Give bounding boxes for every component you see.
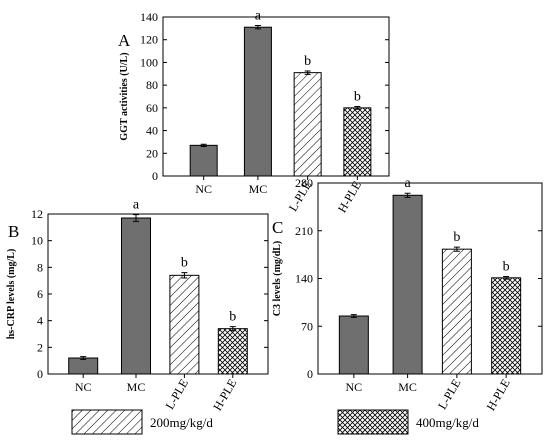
y-tick-label: 60: [146, 101, 158, 115]
bar-l-ple: [441, 248, 472, 375]
y-tick-label: 0: [307, 367, 313, 381]
y-tick-label: 8: [37, 260, 43, 274]
bar-nc: [189, 144, 218, 177]
x-tick-label: L-PLE: [163, 377, 191, 412]
y-tick-label: 6: [37, 287, 43, 301]
y-tick-label: 40: [146, 124, 158, 138]
significance-label: b: [354, 89, 361, 104]
bar-h-ple: [217, 328, 248, 375]
y-tick-label: 140: [140, 10, 158, 24]
y-tick-label: 12: [31, 207, 43, 221]
error-bar: [503, 275, 510, 280]
plot-frame: [162, 16, 390, 177]
bar-nc: [68, 357, 99, 375]
y-axis-label: GGT activities (U/L): [119, 52, 130, 140]
significance-label: b: [181, 256, 188, 271]
y-tick-label: 10: [31, 234, 43, 248]
error-bar: [453, 246, 460, 252]
y-tick-label: 280: [295, 176, 313, 190]
legend-swatch-low-dose: [71, 409, 143, 435]
legend-swatch-high-dose: [337, 409, 409, 435]
significance-label: a: [133, 198, 140, 213]
y-tick-label: 100: [140, 55, 158, 69]
x-tick-label: H-PLE: [210, 377, 239, 413]
significance-label: b: [304, 54, 311, 69]
x-tick-label: NC: [75, 380, 92, 394]
error-bar: [133, 214, 139, 222]
x-tick-label: NC: [195, 182, 212, 196]
y-tick-label: 80: [146, 78, 158, 92]
bar-l-ple: [293, 72, 322, 177]
legend-label-low-dose: 200mg/kg/d: [150, 415, 213, 430]
x-tick-label: MC: [249, 182, 268, 196]
bar-mc: [121, 217, 151, 375]
bar-mc: [243, 26, 272, 177]
y-tick-label: 0: [152, 169, 158, 183]
bar-l-ple: [169, 274, 200, 375]
chart-panel-b: 0 2 4 6 8 10 12 NC a MC b L-PLE b H-PLE hs-CRP levels …: [6, 198, 269, 413]
error-bar: [200, 143, 207, 147]
error-bar: [404, 192, 411, 198]
y-tick-label: 120: [140, 33, 158, 47]
y-tick-label: 2: [37, 340, 43, 354]
legend-label-high-dose: 400mg/kg/d: [416, 415, 479, 430]
error-bar: [354, 105, 361, 110]
chart-panel-c: 0 70 140 210 280 NC a MC b L-PLE b H-PLE C3 levels (…: [272, 176, 543, 413]
bar-h-ple: [491, 277, 522, 375]
y-tick-label: 210: [295, 224, 313, 238]
error-bar: [254, 25, 261, 30]
significance-label: b: [503, 259, 510, 274]
bar-nc: [338, 315, 369, 375]
bar-mc: [392, 194, 423, 375]
y-tick-label: 140: [295, 272, 313, 286]
x-tick-label: H-PLE: [484, 377, 513, 413]
y-tick-label: 0: [37, 367, 43, 381]
error-bar: [181, 272, 188, 279]
bar-h-ple: [343, 107, 372, 177]
panel-label: A: [118, 31, 131, 50]
significance-label: a: [255, 9, 262, 24]
panel-label: C: [272, 218, 283, 237]
significance-label: b: [229, 310, 236, 325]
significance-label: b: [453, 230, 460, 245]
error-bar: [304, 70, 311, 75]
significance-label: a: [404, 176, 411, 191]
x-tick-label: H-PLE: [335, 179, 364, 215]
legend: 200mg/kg/d 400mg/kg/d: [71, 409, 479, 435]
y-axis-label: hs-CRP levels (mg/L): [6, 249, 17, 340]
y-tick-label: 4: [37, 314, 43, 328]
error-bar: [350, 314, 357, 318]
y-axis-label: C3 levels (mg/dL): [272, 241, 283, 317]
error-bar: [229, 326, 236, 332]
panel-label: B: [8, 222, 19, 241]
y-tick-label: 20: [146, 146, 158, 160]
x-tick-label: MC: [398, 380, 417, 394]
error-bar: [80, 356, 87, 360]
x-tick-label: NC: [346, 380, 363, 394]
x-tick-label: MC: [127, 380, 146, 394]
x-tick-label: L-PLE: [435, 377, 463, 412]
y-tick-label: 70: [301, 319, 313, 333]
